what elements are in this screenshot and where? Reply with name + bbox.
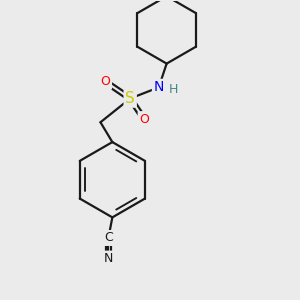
Text: H: H [169, 83, 178, 96]
Text: N: N [104, 252, 113, 265]
Text: O: O [101, 75, 111, 88]
Text: S: S [125, 91, 135, 106]
Text: N: N [154, 80, 164, 94]
Text: O: O [139, 112, 149, 126]
Text: C: C [104, 232, 113, 244]
